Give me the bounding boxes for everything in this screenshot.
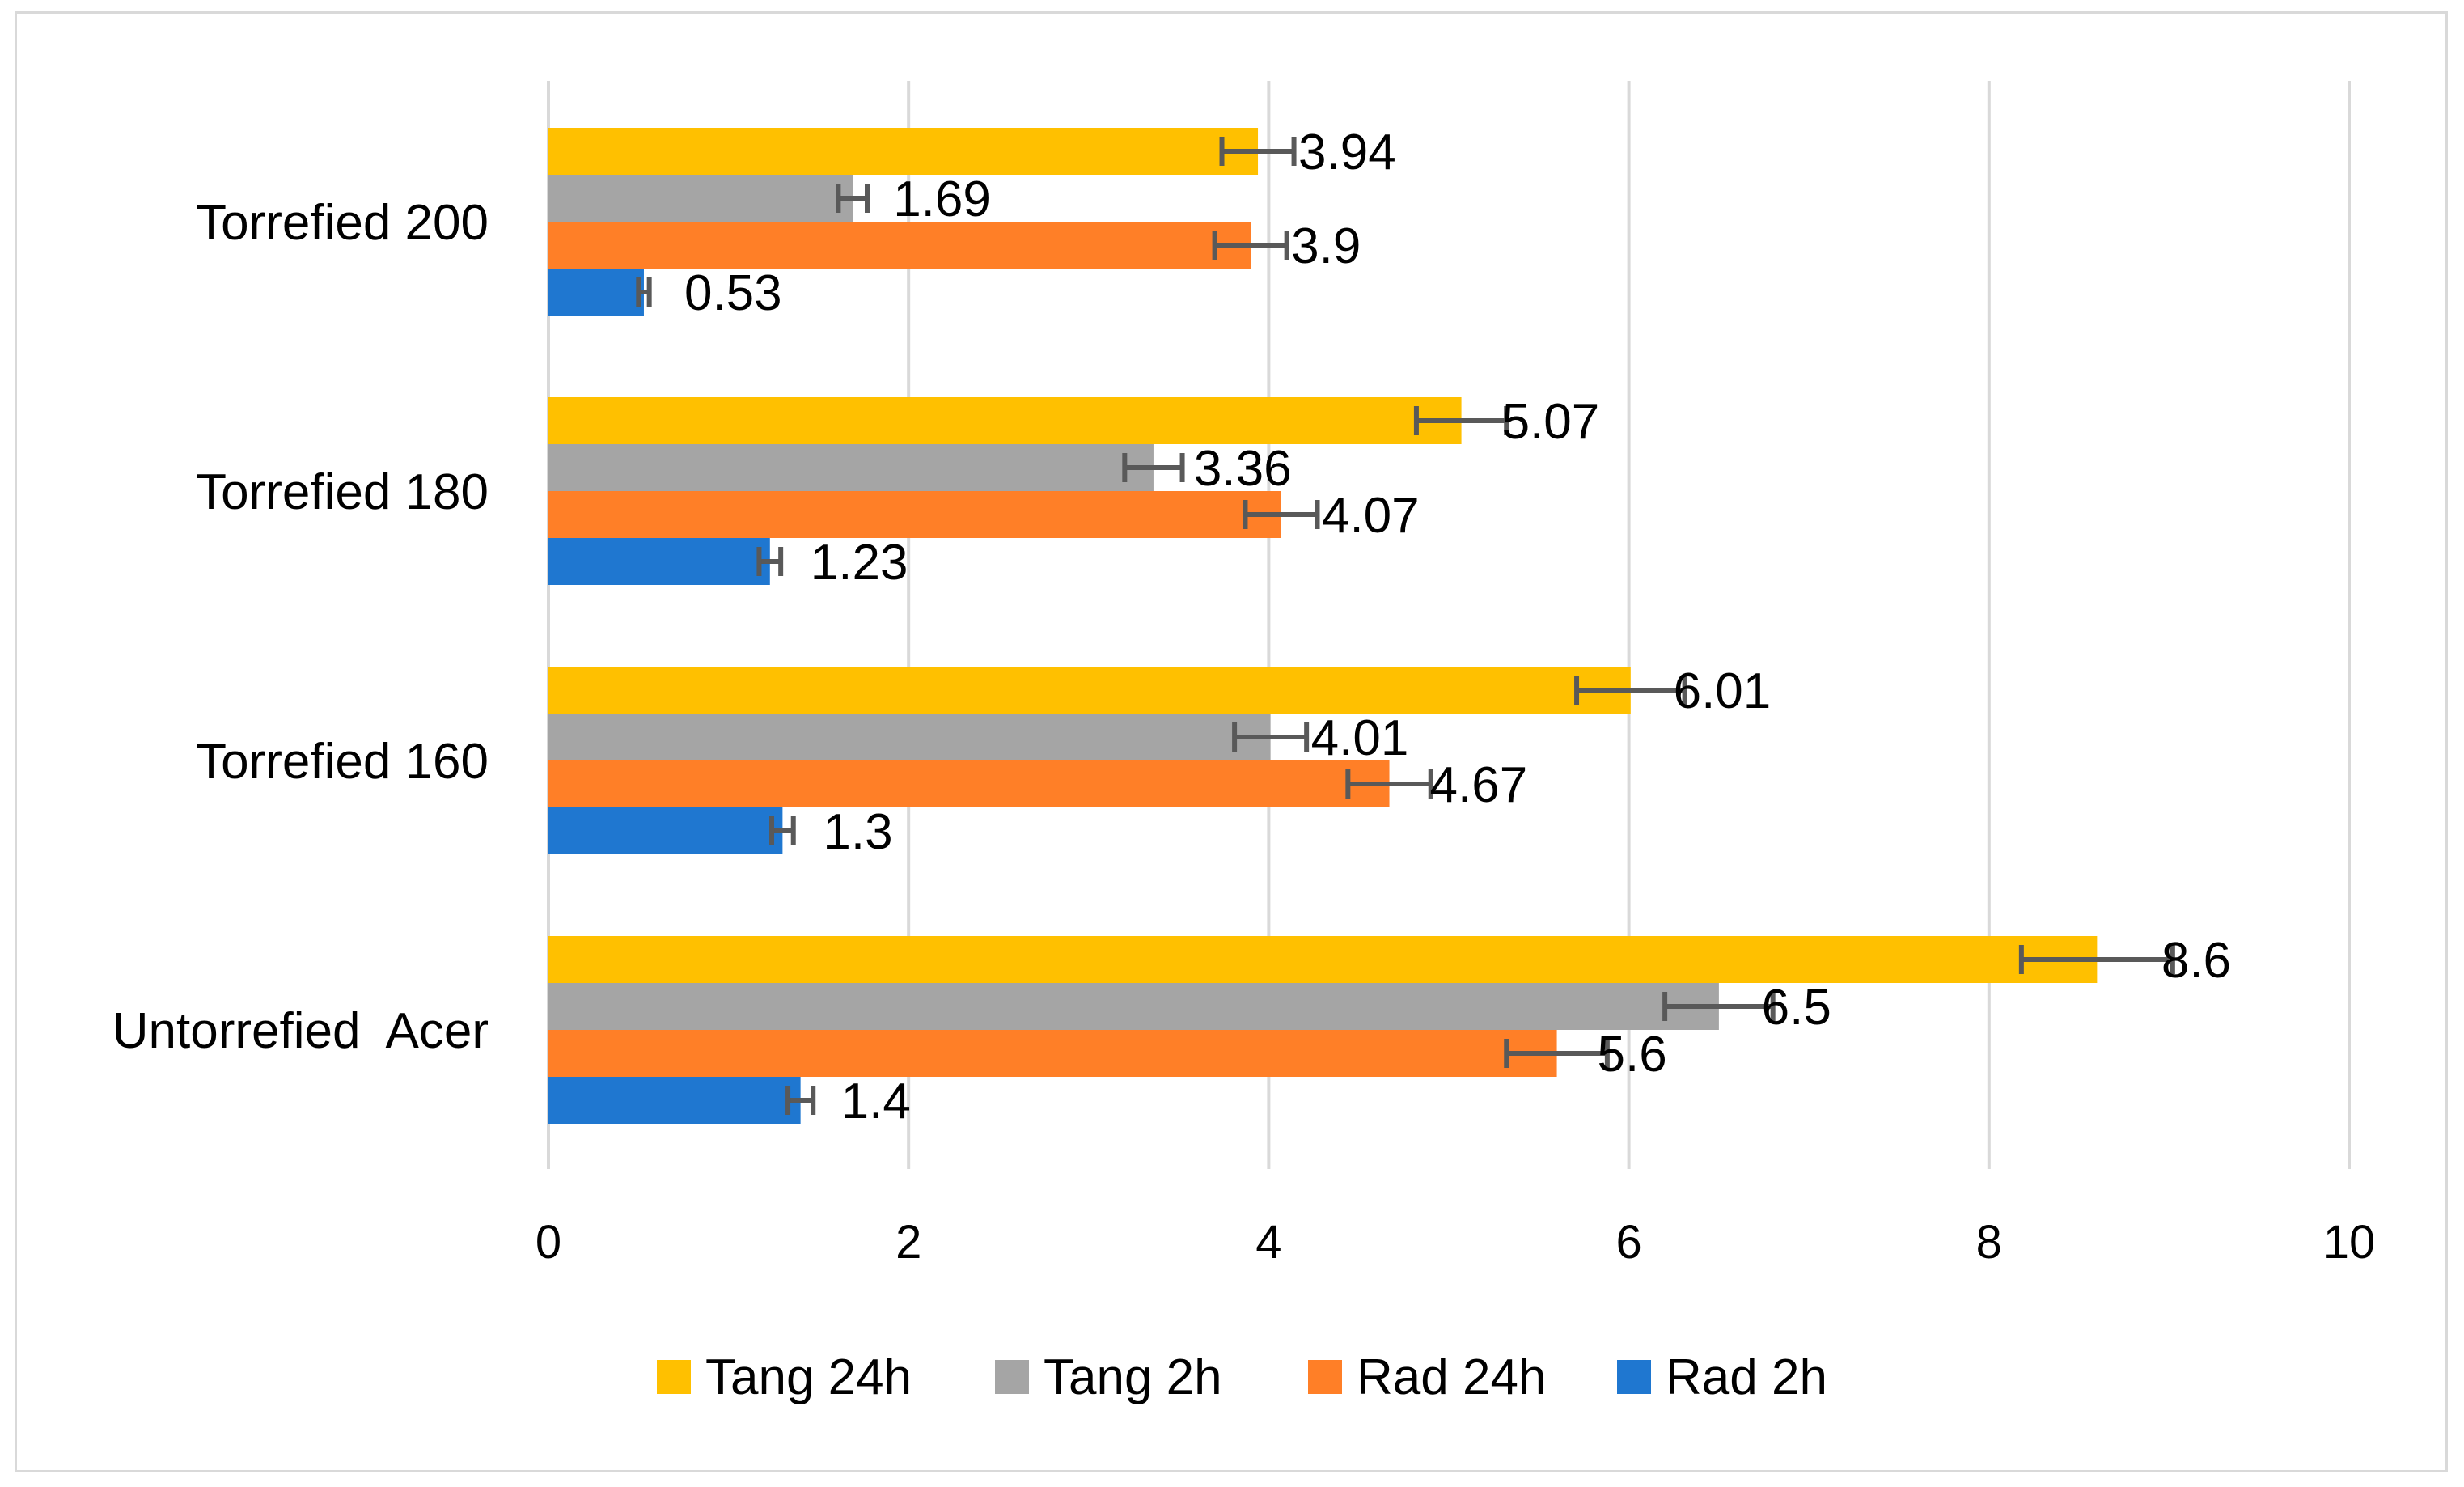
data-label-rad-24h-2: 4.67 [1430,757,1528,813]
legend-label: Tang 2h [1044,1349,1222,1405]
error-bar-rad-2h-3 [785,1086,816,1115]
category-label-3: Untorrefied Acer [112,1003,489,1059]
legend-item-tang-2h: Tang 2h [995,1349,1222,1405]
data-label-rad-2h-2: 1.3 [823,804,892,860]
category-label-0: Torrefied 200 [196,195,489,251]
data-label-rad-24h-1: 4.07 [1322,488,1420,544]
bar-tang-2h-1 [548,444,1154,491]
legend-label: Tang 24h [705,1349,912,1405]
data-label-tang-2h-1: 3.36 [1194,441,1292,497]
legend-swatch [1617,1360,1651,1394]
data-labels: 3.94 1.69 3.9 0.53 5.07 3.36 4.07 1.23 6.01 4.01 4… [684,125,2231,1129]
error-bar-tang-24h-3 [2018,945,2175,974]
legend-item-rad-24h: Rad 24h [1308,1349,1546,1405]
x-tick-label-10: 10 [2323,1216,2376,1269]
bar-tang-24h-0 [548,128,1259,175]
x-tick-label-8: 8 [1976,1216,2002,1269]
bars [548,128,2098,1124]
data-label-tang-24h-2: 6.01 [1674,663,1772,719]
legend-swatch [657,1360,691,1394]
bar-rad-2h-3 [548,1077,801,1124]
data-label-rad-2h-1: 1.23 [811,535,908,591]
error-bar-tang-24h-2 [1574,676,1687,705]
legend-item-rad-2h: Rad 2h [1617,1349,1827,1405]
data-label-tang-2h-3: 6.5 [1762,980,1831,1036]
category-label-2: Torrefied 160 [196,734,489,790]
data-label-tang-24h-3: 8.6 [2161,933,2231,989]
bar-tang-24h-2 [548,667,1631,714]
error-bar-rad-24h-1 [1243,500,1320,529]
data-label-tang-24h-1: 5.07 [1502,394,1600,450]
legend-swatch [1308,1360,1342,1394]
x-tick-label-0: 0 [536,1216,561,1269]
error-bar-tang-24h-0 [1219,137,1297,166]
x-tick-label-4: 4 [1255,1216,1281,1269]
error-bar-tang-2h-1 [1122,453,1185,482]
data-label-tang-2h-2: 4.01 [1311,710,1409,766]
legend-item-tang-24h: Tang 24h [657,1349,912,1405]
bar-rad-24h-0 [548,222,1251,269]
data-label-rad-24h-3: 5.6 [1598,1027,1667,1082]
bar-tang-24h-3 [548,936,2098,983]
data-label-tang-2h-0: 1.69 [893,172,991,227]
bar-rad-24h-3 [548,1030,1557,1077]
legend-swatch [995,1360,1029,1394]
error-bar-tang-24h-1 [1413,406,1509,435]
bar-rad-2h-1 [548,538,770,585]
axis-labels: 0 2 4 6 8 10 Torrefied 200 Torrefied 180 Torrefi… [112,195,2375,1269]
x-tick-label-2: 2 [895,1216,921,1269]
bar-tang-24h-1 [548,397,1462,444]
error-bar-rad-2h-1 [756,547,784,576]
legend-label: Rad 24h [1357,1349,1546,1405]
error-bar-rad-24h-0 [1212,231,1289,260]
x-tick-label-6: 6 [1615,1216,1641,1269]
data-label-rad-2h-0: 0.53 [684,265,782,321]
legend-label: Rad 2h [1666,1349,1827,1405]
error-bar-rad-24h-2 [1345,769,1433,799]
bar-rad-24h-1 [548,491,1281,538]
bar-rad-2h-0 [548,269,644,316]
data-label-rad-2h-3: 1.4 [841,1074,911,1129]
data-label-tang-24h-0: 3.94 [1298,125,1396,180]
bar-tang-2h-0 [548,175,853,222]
bar-rad-24h-2 [548,760,1390,807]
error-bar-tang-2h-3 [1662,992,1776,1021]
error-bar-rad-24h-3 [1504,1039,1610,1068]
error-bar-tang-2h-0 [836,184,870,213]
error-bar-rad-2h-0 [636,277,652,307]
error-bars [636,137,2175,1115]
bar-tang-2h-2 [548,714,1271,760]
bar-tang-2h-3 [548,983,1719,1030]
error-bar-tang-2h-2 [1232,722,1310,752]
category-label-1: Torrefied 180 [196,464,489,520]
bar-rad-2h-2 [548,807,783,854]
data-label-rad-24h-0: 3.9 [1291,218,1361,274]
error-bar-rad-2h-2 [769,816,796,845]
legend: Tang 24h Tang 2h Rad 24h Rad 2h [657,1349,1827,1405]
